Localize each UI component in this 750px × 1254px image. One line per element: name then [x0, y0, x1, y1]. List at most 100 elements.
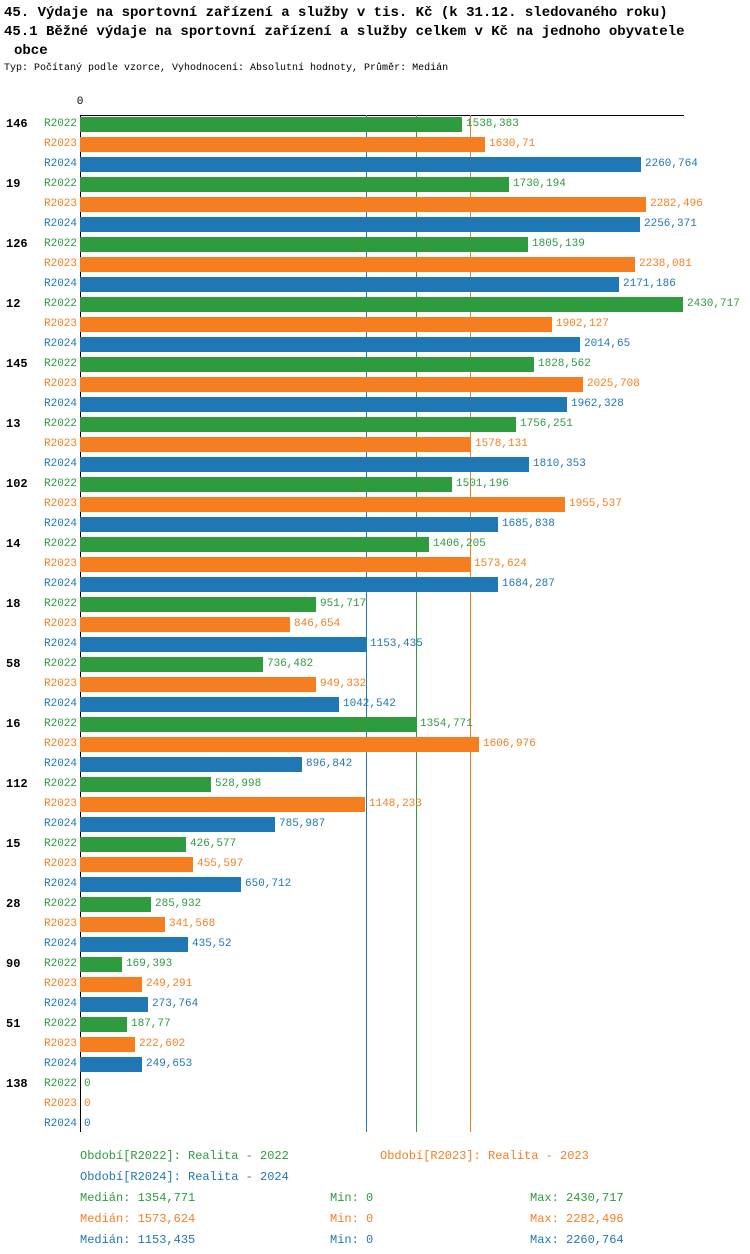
value-label-r2024-112: 785,987: [279, 818, 326, 830]
series-label-r2022-145: R2022: [44, 358, 78, 370]
bar-r2024-15: [80, 877, 241, 892]
value-label-r2023-146: 1630,71: [489, 138, 536, 150]
series-label-r2024-19: R2024: [44, 218, 78, 230]
bar-r2022-18: [80, 597, 316, 612]
category-label-112: 112: [6, 777, 28, 791]
bar-r2024-16: [80, 757, 302, 772]
bar-r2023-90: [80, 977, 142, 992]
bar-r2022-58: [80, 657, 263, 672]
legend-r2022: Období[R2022]: Realita - 2022: [80, 1149, 289, 1163]
legend-r2024: Období[R2024]: Realita - 2024: [80, 1170, 289, 1184]
category-label-90: 90: [6, 957, 21, 971]
series-label-r2022-138: R2022: [44, 1078, 78, 1090]
category-label-12: 12: [6, 297, 21, 311]
series-label-r2024-28: R2024: [44, 938, 78, 950]
median-line-r2024: [366, 115, 367, 1132]
bar-r2024-126: [80, 277, 619, 292]
category-label-18: 18: [6, 597, 21, 611]
series-label-r2024-112: R2024: [44, 818, 78, 830]
series-label-r2023-51: R2023: [44, 1038, 78, 1050]
series-label-r2024-12: R2024: [44, 338, 78, 350]
series-label-r2023-146: R2023: [44, 138, 78, 150]
bar-r2022-102: [80, 477, 452, 492]
stat-max-r2023: Max: 2282,496: [530, 1212, 624, 1226]
bar-r2022-112: [80, 777, 211, 792]
series-label-r2022-15: R2022: [44, 838, 78, 850]
bar-r2024-13: [80, 457, 529, 472]
series-label-r2022-90: R2022: [44, 958, 78, 970]
category-label-58: 58: [6, 657, 21, 671]
series-label-r2023-126: R2023: [44, 258, 78, 270]
series-label-r2024-14: R2024: [44, 578, 78, 590]
series-label-r2024-58: R2024: [44, 698, 78, 710]
value-label-r2024-126: 2171,186: [623, 278, 676, 290]
value-label-r2022-13: 1756,251: [520, 418, 573, 430]
value-label-r2023-16: 1606,976: [483, 738, 536, 750]
value-label-r2023-15: 455,597: [197, 858, 244, 870]
stat-median-r2022: Medián: 1354,771: [80, 1191, 196, 1205]
value-label-r2022-145: 1828,562: [538, 358, 591, 370]
category-label-138: 138: [6, 1077, 28, 1091]
value-label-r2023-112: 1148,233: [369, 798, 422, 810]
value-label-r2024-12: 2014,65: [584, 338, 631, 350]
bar-r2024-112: [80, 817, 275, 832]
chart-subtitle: Typ: Počítaný podle vzorce, Vyhodnocení:…: [4, 63, 449, 74]
value-label-r2022-58: 736,482: [267, 658, 314, 670]
value-label-r2022-138: 0: [84, 1078, 91, 1090]
series-label-r2022-146: R2022: [44, 118, 78, 130]
value-label-r2022-14: 1406,205: [433, 538, 486, 550]
value-label-r2023-28: 341,568: [169, 918, 216, 930]
value-label-r2022-102: 1501,196: [456, 478, 509, 490]
series-label-r2022-14: R2022: [44, 538, 78, 550]
x-axis-line: [80, 115, 684, 116]
series-label-r2022-126: R2022: [44, 238, 78, 250]
value-label-r2023-13: 1578,131: [475, 438, 528, 450]
series-label-r2023-112: R2023: [44, 798, 78, 810]
series-label-r2022-112: R2022: [44, 778, 78, 790]
bar-r2024-102: [80, 517, 498, 532]
value-label-r2024-13: 1810,353: [533, 458, 586, 470]
bar-r2022-145: [80, 357, 534, 372]
series-label-r2022-13: R2022: [44, 418, 78, 430]
value-label-r2023-14: 1573,624: [474, 558, 527, 570]
value-label-r2022-19: 1730,194: [513, 178, 566, 190]
value-label-r2023-90: 249,291: [146, 978, 193, 990]
series-label-r2024-138: R2024: [44, 1118, 78, 1130]
value-label-r2023-102: 1955,537: [569, 498, 622, 510]
bar-r2023-112: [80, 797, 365, 812]
stat-max-r2022: Max: 2430,717: [530, 1191, 624, 1205]
category-label-16: 16: [6, 717, 21, 731]
series-label-r2023-12: R2023: [44, 318, 78, 330]
category-label-126: 126: [6, 237, 28, 251]
chart-title-line3: obce: [14, 43, 48, 59]
stat-median-r2023: Medián: 1573,624: [80, 1212, 196, 1226]
value-label-r2022-112: 528,998: [215, 778, 262, 790]
bar-r2024-90: [80, 997, 148, 1012]
series-label-r2024-15: R2024: [44, 878, 78, 890]
value-label-r2024-28: 435,52: [192, 938, 232, 950]
median-line-r2023: [470, 115, 471, 1132]
series-label-r2023-145: R2023: [44, 378, 78, 390]
series-label-r2022-16: R2022: [44, 718, 78, 730]
x-axis-tick-zero: 0: [76, 96, 84, 108]
series-label-r2023-58: R2023: [44, 678, 78, 690]
bar-r2024-18: [80, 637, 366, 652]
value-label-r2024-51: 249,653: [146, 1058, 193, 1070]
value-label-r2024-19: 2256,371: [644, 218, 697, 230]
bar-r2024-19: [80, 217, 640, 232]
value-label-r2024-146: 2260,764: [645, 158, 698, 170]
bar-r2024-28: [80, 937, 188, 952]
bar-r2023-126: [80, 257, 635, 272]
stat-min-r2022: Min: 0: [330, 1191, 374, 1205]
value-label-r2023-51: 222,602: [139, 1038, 186, 1050]
series-label-r2023-16: R2023: [44, 738, 78, 750]
value-label-r2022-28: 285,932: [155, 898, 202, 910]
bar-r2024-14: [80, 577, 498, 592]
category-label-145: 145: [6, 357, 28, 371]
bar-r2023-51: [80, 1037, 135, 1052]
bar-r2023-146: [80, 137, 485, 152]
value-label-r2023-138: 0: [84, 1098, 91, 1110]
bar-r2022-51: [80, 1017, 127, 1032]
bar-r2022-15: [80, 837, 186, 852]
series-label-r2022-102: R2022: [44, 478, 78, 490]
